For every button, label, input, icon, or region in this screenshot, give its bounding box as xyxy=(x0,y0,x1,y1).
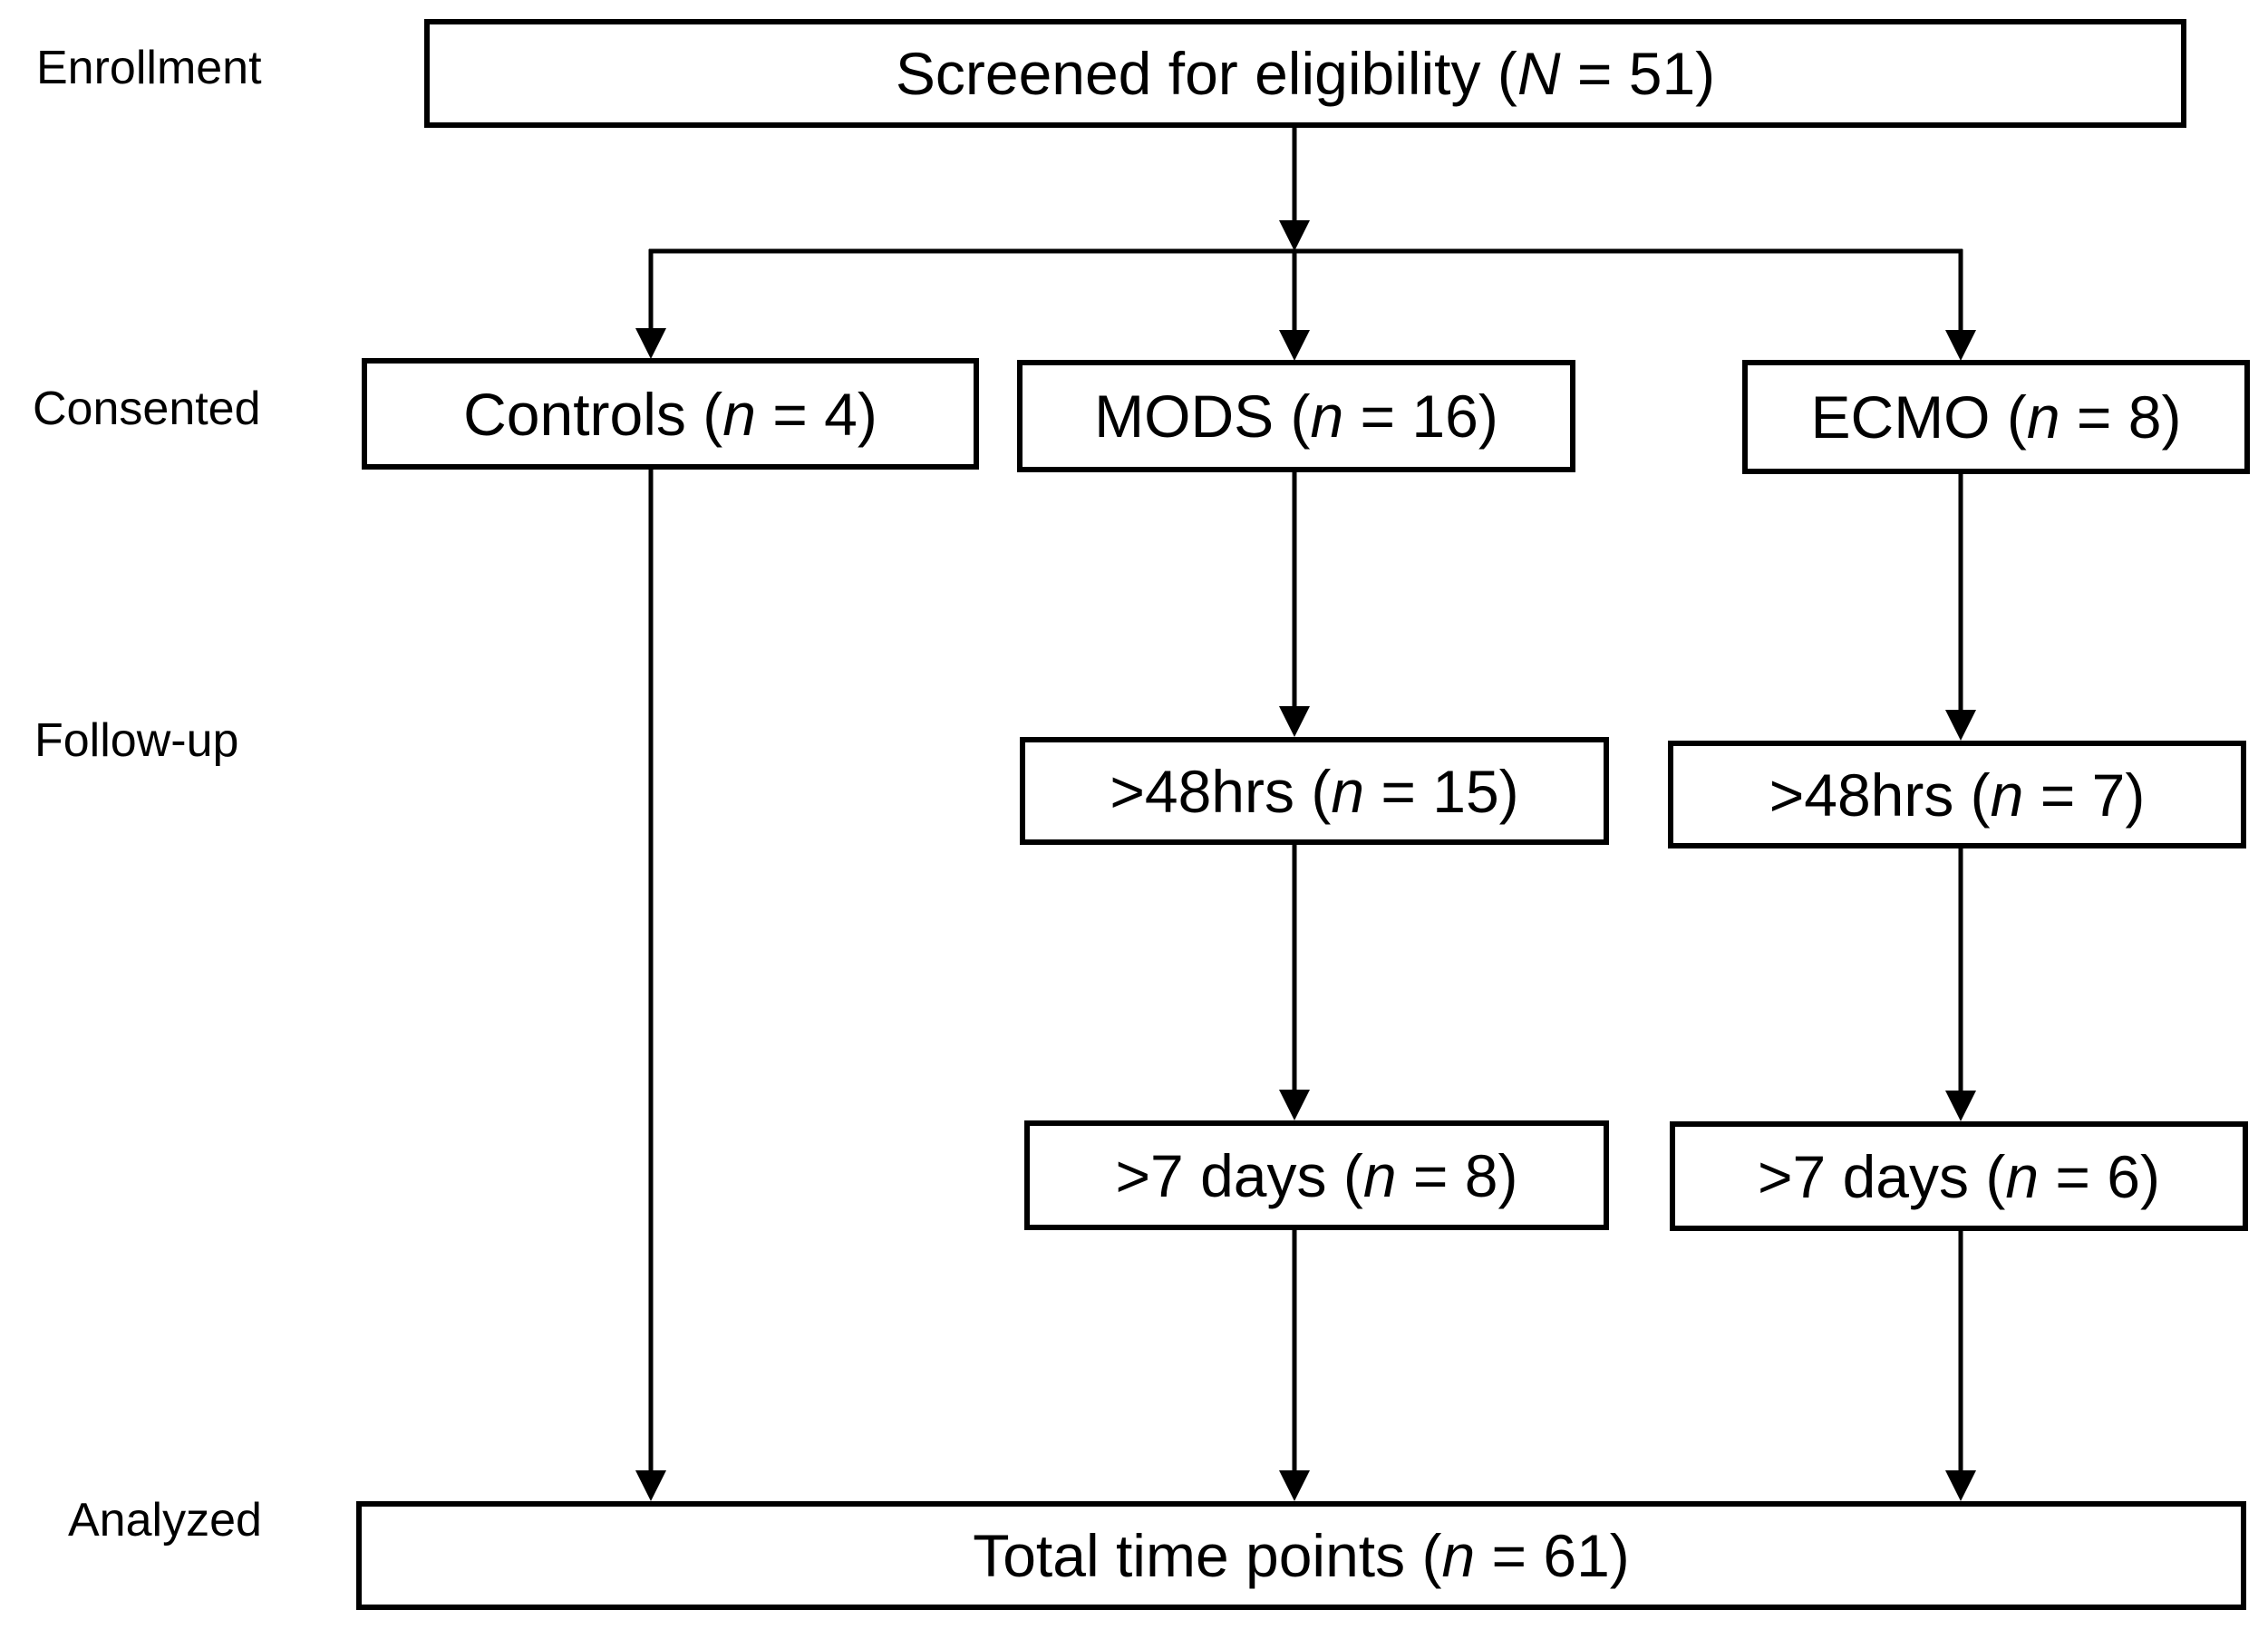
arrow-branch-to-mods xyxy=(1279,251,1310,361)
label-variable: n xyxy=(1331,757,1365,825)
box-mods: MODS (n = 16) xyxy=(1017,360,1575,472)
label-variable: n xyxy=(1441,1522,1476,1589)
stage-label-consented: Consented xyxy=(33,383,261,435)
label-suffix: = 8) xyxy=(2060,383,2182,451)
arrow-mods-48hrs-to-7days xyxy=(1279,845,1310,1120)
box-label: MODS (n = 16) xyxy=(1094,382,1498,451)
stage-label-followup: Follow-up xyxy=(34,714,239,767)
box-ecmo-7days: >7 days (n = 6) xyxy=(1670,1121,2248,1231)
label-variable: n xyxy=(2026,383,2060,451)
label-prefix: MODS ( xyxy=(1094,383,1311,450)
label-suffix: = 8) xyxy=(1396,1141,1518,1209)
label-prefix: Screened for eligibility ( xyxy=(895,40,1517,107)
box-label: Controls (n = 4) xyxy=(463,380,877,449)
label-variable: n xyxy=(2005,1142,2040,1210)
label-suffix: = 16) xyxy=(1343,383,1498,450)
stage-label-analyzed: Analyzed xyxy=(68,1494,262,1547)
arrow-branch-to-ecmo xyxy=(1945,249,1976,361)
arrow-screened-to-branch xyxy=(1279,127,1310,251)
box-label: >7 days (n = 6) xyxy=(1758,1142,2160,1211)
label-suffix: = 51) xyxy=(1560,40,1716,107)
label-variable: n xyxy=(1990,761,2024,829)
arrow-ecmo-to-48hrs xyxy=(1945,474,1976,741)
box-screened-for-eligibility: Screened for eligibility (N = 51) xyxy=(424,19,2186,128)
label-prefix: >7 days ( xyxy=(1758,1142,2006,1210)
box-label: >48hrs (n = 7) xyxy=(1769,761,2146,829)
label-suffix: = 61) xyxy=(1475,1522,1630,1589)
label-prefix: >7 days ( xyxy=(1115,1141,1363,1209)
label-suffix: = 15) xyxy=(1364,757,1519,825)
label-prefix: Total time points ( xyxy=(973,1522,1442,1589)
label-prefix: >48hrs ( xyxy=(1769,761,1991,829)
label-prefix: >48hrs ( xyxy=(1110,757,1332,825)
arrow-ecmo-7days-to-total xyxy=(1945,1231,1976,1501)
label-variable: N xyxy=(1517,40,1561,107)
label-prefix: Controls ( xyxy=(463,380,723,448)
box-label: >7 days (n = 8) xyxy=(1116,1141,1518,1210)
arrow-mods-to-48hrs xyxy=(1279,472,1310,737)
box-ecmo-48hrs: >48hrs (n = 7) xyxy=(1668,741,2246,848)
arrow-ecmo-48hrs-to-7days xyxy=(1945,848,1976,1121)
box-ecmo: ECMO (n = 8) xyxy=(1742,360,2250,474)
label-suffix: = 7) xyxy=(2023,761,2146,829)
box-label: Total time points (n = 61) xyxy=(973,1521,1630,1590)
label-variable: n xyxy=(1310,383,1344,450)
label-variable: n xyxy=(1362,1141,1397,1209)
label-suffix: = 6) xyxy=(2039,1142,2160,1210)
box-label: ECMO (n = 8) xyxy=(1811,383,2182,451)
box-total-time-points: Total time points (n = 61) xyxy=(356,1501,2246,1610)
box-label: >48hrs (n = 15) xyxy=(1110,757,1518,826)
box-label: Screened for eligibility (N = 51) xyxy=(896,39,1715,108)
arrow-controls-to-total xyxy=(635,470,666,1501)
box-mods-7days: >7 days (n = 8) xyxy=(1024,1120,1609,1230)
arrow-branch-to-controls xyxy=(635,249,666,359)
label-suffix: = 4) xyxy=(755,380,877,448)
label-prefix: ECMO ( xyxy=(1810,383,2027,451)
box-mods-48hrs: >48hrs (n = 15) xyxy=(1020,737,1609,845)
arrow-mods-7days-to-total xyxy=(1279,1230,1310,1501)
label-variable: n xyxy=(722,380,756,448)
box-controls: Controls (n = 4) xyxy=(362,358,979,470)
stage-label-enrollment: Enrollment xyxy=(36,42,262,94)
